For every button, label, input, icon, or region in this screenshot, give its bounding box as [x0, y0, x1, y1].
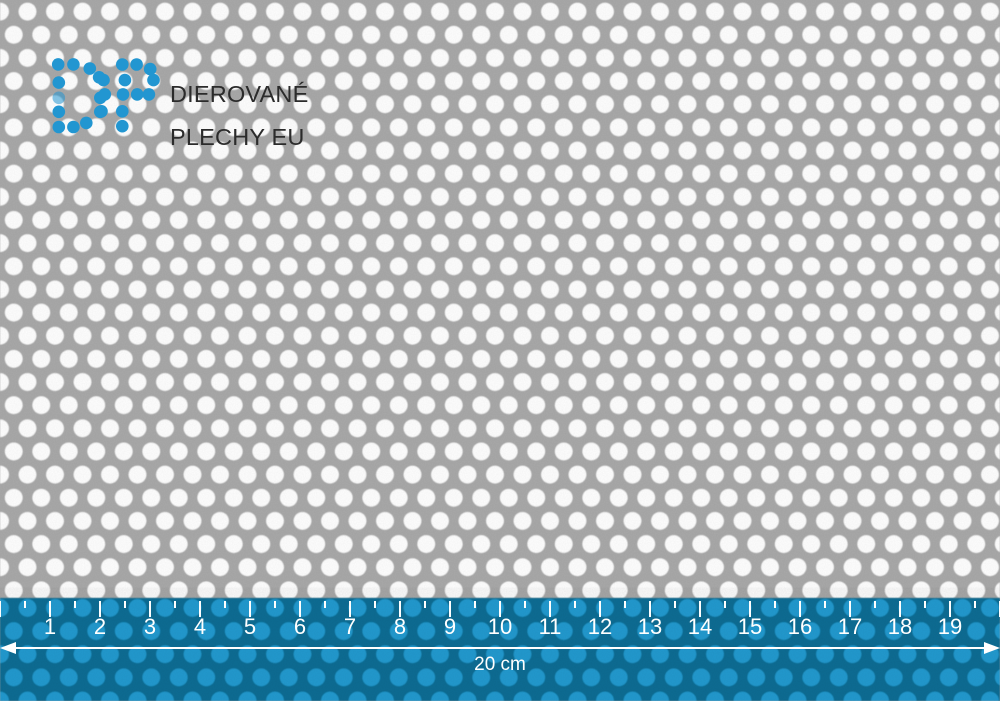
svg-text:17: 17	[838, 614, 862, 639]
svg-text:8: 8	[394, 614, 406, 639]
svg-text:16: 16	[788, 614, 812, 639]
svg-text:19: 19	[938, 614, 962, 639]
svg-text:4: 4	[194, 614, 206, 639]
svg-text:13: 13	[638, 614, 662, 639]
svg-text:2: 2	[94, 614, 106, 639]
svg-text:10: 10	[488, 614, 512, 639]
svg-text:11: 11	[539, 614, 562, 639]
svg-text:20 cm: 20 cm	[474, 654, 526, 675]
svg-text:5: 5	[244, 614, 256, 639]
svg-text:18: 18	[888, 614, 912, 639]
svg-text:6: 6	[294, 614, 306, 639]
svg-text:3: 3	[144, 614, 156, 639]
svg-text:15: 15	[738, 614, 762, 639]
svg-text:12: 12	[588, 614, 612, 639]
svg-text:1: 1	[44, 614, 56, 639]
svg-text:14: 14	[688, 614, 712, 639]
svg-text:7: 7	[344, 614, 356, 639]
svg-text:9: 9	[444, 614, 456, 639]
